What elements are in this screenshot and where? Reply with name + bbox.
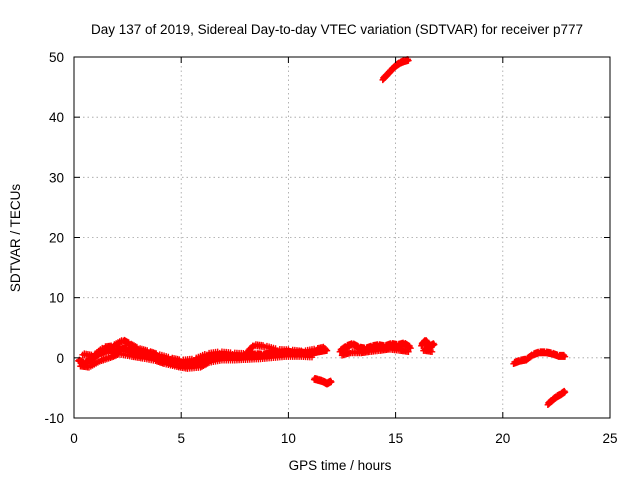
y-tick-labels: -10 0 10 20 30 40 50 bbox=[44, 50, 64, 426]
y-tick-label: 30 bbox=[49, 170, 64, 185]
data-point bbox=[328, 378, 335, 386]
y-axis-label: SDTVAR / TECUs bbox=[8, 184, 23, 293]
data-point bbox=[308, 354, 316, 361]
y-tick-label: 10 bbox=[49, 291, 64, 306]
axis-ticks bbox=[73, 56, 611, 419]
data-point bbox=[561, 353, 569, 360]
data-point-fill bbox=[327, 377, 334, 384]
x-tick-label: 0 bbox=[70, 431, 78, 446]
data-point bbox=[321, 345, 329, 352]
x-tick-labels: 0 5 10 15 20 25 bbox=[70, 431, 617, 446]
data-points bbox=[75, 56, 569, 408]
data-point bbox=[407, 345, 414, 352]
y-tick-label: 40 bbox=[49, 110, 64, 125]
y-tick-label: 50 bbox=[49, 50, 64, 65]
y-tick-label: -10 bbox=[44, 411, 64, 426]
data-point bbox=[428, 348, 436, 356]
x-tick-label: 20 bbox=[495, 431, 510, 446]
chart-title: Day 137 of 2019, Sidereal Day-to-day VTE… bbox=[91, 22, 583, 37]
x-tick-label: 5 bbox=[177, 431, 185, 446]
x-tick-label: 25 bbox=[602, 431, 617, 446]
data-point bbox=[405, 57, 412, 64]
x-axis-label: GPS time / hours bbox=[289, 458, 392, 473]
x-tick-label: 15 bbox=[388, 431, 403, 446]
x-tick-label: 10 bbox=[281, 431, 296, 446]
grid-lines bbox=[74, 57, 610, 418]
data-point-fill bbox=[320, 343, 327, 351]
y-tick-label: 20 bbox=[49, 231, 64, 246]
data-point bbox=[405, 348, 412, 356]
data-point bbox=[561, 388, 569, 396]
y-tick-label: 0 bbox=[56, 351, 64, 366]
data-point-fill bbox=[561, 387, 568, 395]
